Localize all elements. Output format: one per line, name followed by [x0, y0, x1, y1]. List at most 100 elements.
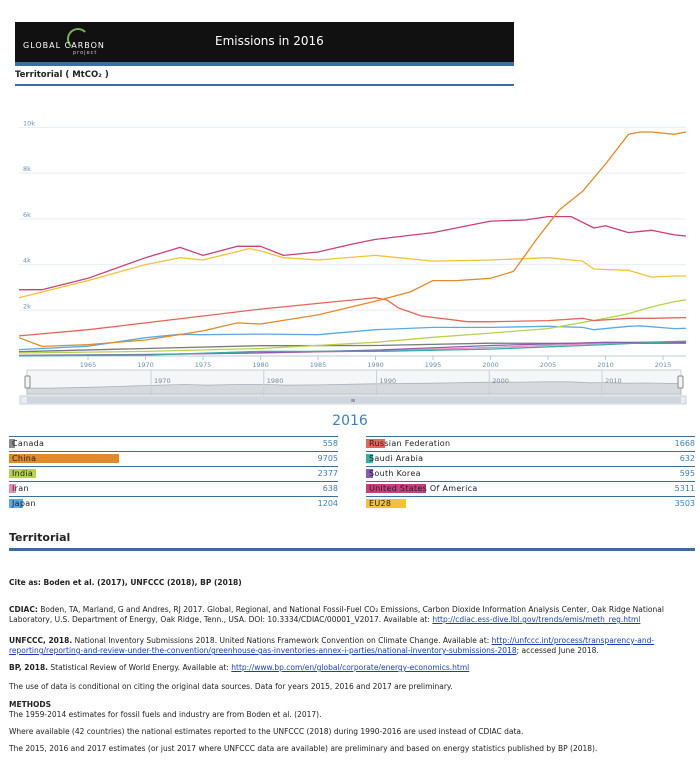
legend-item[interactable]: United States Of America 5311	[366, 481, 695, 495]
y-tick-label: 6k	[23, 211, 31, 219]
legend-label: Canada	[12, 439, 45, 448]
legend-item[interactable]: EU28 3503	[366, 496, 695, 510]
legend-bar	[9, 454, 119, 463]
logo-ring-icon	[67, 28, 89, 50]
reference-bp: BP, 2018. Statistical Review of World En…	[9, 663, 689, 673]
legend-bar	[366, 454, 374, 463]
legend-label: South Korea	[369, 469, 421, 478]
x-axis: 1965 1970 1975 1980 1985 1990 1995 2000 2005 2010…	[19, 355, 686, 369]
range-navigator: 1970 1980 1990 2000 2010 ≡	[19, 369, 687, 405]
cdiac-link[interactable]: http://cdiac.ess-dive.lbl.gov/trends/emi…	[432, 615, 641, 624]
y-tick-label: 10k	[23, 119, 35, 127]
scrollbar-grip-icon: ≡	[350, 398, 355, 405]
x-tick-label: 1985	[310, 361, 327, 369]
legend-bar	[9, 499, 23, 508]
legend-bar	[366, 469, 373, 478]
reference-unfccc: UNFCCC, 2018. National Inventory Submiss…	[9, 636, 689, 656]
y-tick-label: 8k	[23, 165, 31, 173]
legend-value: 1668	[674, 439, 695, 448]
reference-text: National Inventory Submissions 2018. Uni…	[74, 636, 490, 645]
series-line	[18, 325, 687, 351]
reference-label: CDIAC:	[9, 605, 38, 614]
y-tick-label: 2k	[23, 302, 31, 310]
bp-link[interactable]: http://www.bp.com/en/global/corporate/en…	[231, 663, 470, 672]
legend-item[interactable]: Saudi Arabia 632	[366, 451, 695, 465]
reference-text: Statistical Review of World Energy. Avai…	[50, 663, 229, 672]
methods-title: METHODS	[9, 700, 689, 710]
data-conditions: The use of data is conditional on citing…	[9, 682, 453, 691]
reference-cdiac: CDIAC: Boden, TA, Marland, G and Andres,…	[9, 605, 689, 625]
x-tick-label: 2010	[597, 361, 614, 369]
legend-label: Japan	[12, 499, 36, 508]
legend-bar	[366, 499, 406, 508]
legend-label: Iran	[12, 484, 29, 493]
legend-right: Russian Federation 1668 Saudi Arabia 632…	[366, 436, 695, 511]
chart-grid	[19, 126, 686, 311]
navigator-left-handle[interactable]	[24, 375, 31, 389]
legend-value: 638	[322, 484, 338, 493]
legend-item[interactable]: China 9705	[9, 451, 338, 465]
reference-label: BP, 2018.	[9, 663, 49, 672]
x-tick-label: 1995	[425, 361, 442, 369]
legend-item[interactable]: Russian Federation 1668	[366, 436, 695, 450]
page-title: Emissions in 2016	[215, 34, 324, 48]
subtitle-divider	[15, 84, 514, 86]
methods-heading: METHODS	[9, 700, 51, 709]
x-tick-label: 1990	[367, 361, 384, 369]
header-banner: GLOBAL CARBON project Emissions in 2016	[15, 22, 514, 66]
emissions-line-chart[interactable]: 2k 4k 6k 8k 10k 1965 1970 1975 1980 1985 1990 1995…	[0, 90, 700, 408]
legend-label: Saudi Arabia	[369, 454, 424, 463]
legend-item[interactable]: Canada 558	[9, 436, 338, 450]
x-tick-label: 2000	[482, 361, 499, 369]
cite-as: Cite as: Boden et al. (2017), UNFCCC (20…	[9, 578, 689, 588]
legend-item[interactable]: Iran 638	[9, 481, 338, 495]
series-line	[19, 215, 687, 291]
legend-label: Russian Federation	[369, 439, 451, 448]
navigator-area	[26, 381, 682, 395]
chart-series	[18, 131, 687, 357]
legend-value: 5311	[674, 484, 695, 493]
y-tick-label: 4k	[23, 257, 31, 265]
methods-line-1: The 1959-2014 estimates for fossil fuels…	[9, 710, 322, 719]
legend-item[interactable]: South Korea 595	[366, 466, 695, 480]
legend-bar	[366, 484, 427, 493]
reference-tail: ; accessed June 2018.	[516, 646, 599, 655]
legend-item[interactable]: India 2377	[9, 466, 338, 480]
logo-text: GLOBAL CARBON	[23, 41, 105, 50]
x-tick-label: 1975	[195, 361, 212, 369]
scrollbar-thumb	[27, 397, 681, 403]
x-tick-label: 1965	[80, 361, 97, 369]
navigator-tick-label: 1970	[154, 377, 171, 385]
unfccc-link[interactable]: http://unfccc.int/process/transparency-a…	[9, 636, 655, 655]
reference-label: UNFCCC, 2018.	[9, 636, 73, 645]
series-line	[18, 299, 687, 354]
legend-value: 1204	[317, 499, 338, 508]
legend-bar	[9, 439, 16, 448]
navigator-tick-label: 2010	[605, 377, 622, 385]
legend-value: 558	[322, 439, 338, 448]
global-carbon-project-logo[interactable]: GLOBAL CARBON project	[21, 28, 121, 56]
section-divider	[9, 548, 695, 551]
legend-bar	[366, 439, 385, 448]
legend-item[interactable]: Japan 1204	[9, 496, 338, 510]
legend-value: 3503	[674, 499, 695, 508]
navigator-tick-label: 1990	[380, 377, 397, 385]
x-tick-label: 1980	[252, 361, 269, 369]
methods-line-3: The 2015, 2016 and 2017 estimates (or ju…	[9, 744, 598, 753]
cite-as-text: Cite as: Boden et al. (2017), UNFCCC (20…	[9, 578, 242, 587]
series-line	[18, 340, 687, 357]
navigator-right-handle[interactable]	[677, 375, 684, 389]
series-line	[18, 342, 686, 353]
legend-value: 595	[679, 469, 695, 478]
x-tick-label: 1970	[137, 361, 154, 369]
legend-value: 632	[679, 454, 695, 463]
y-axis: 2k 4k 6k 8k 10k	[23, 119, 35, 310]
navigator-tick-label: 1980	[267, 377, 284, 385]
chart-unit-label: Territorial ( MtCO₂ )	[15, 70, 109, 80]
legend-label: India	[12, 469, 34, 478]
legend-left: Canada 558 China 9705 India 2377 Iran 63…	[9, 436, 338, 511]
legend-value: 2377	[317, 469, 338, 478]
reference-text: Boden, TA, Marland, G and Andres, RJ 201…	[9, 605, 664, 624]
legend-bar	[9, 484, 17, 493]
legend-label: EU28	[369, 499, 392, 508]
